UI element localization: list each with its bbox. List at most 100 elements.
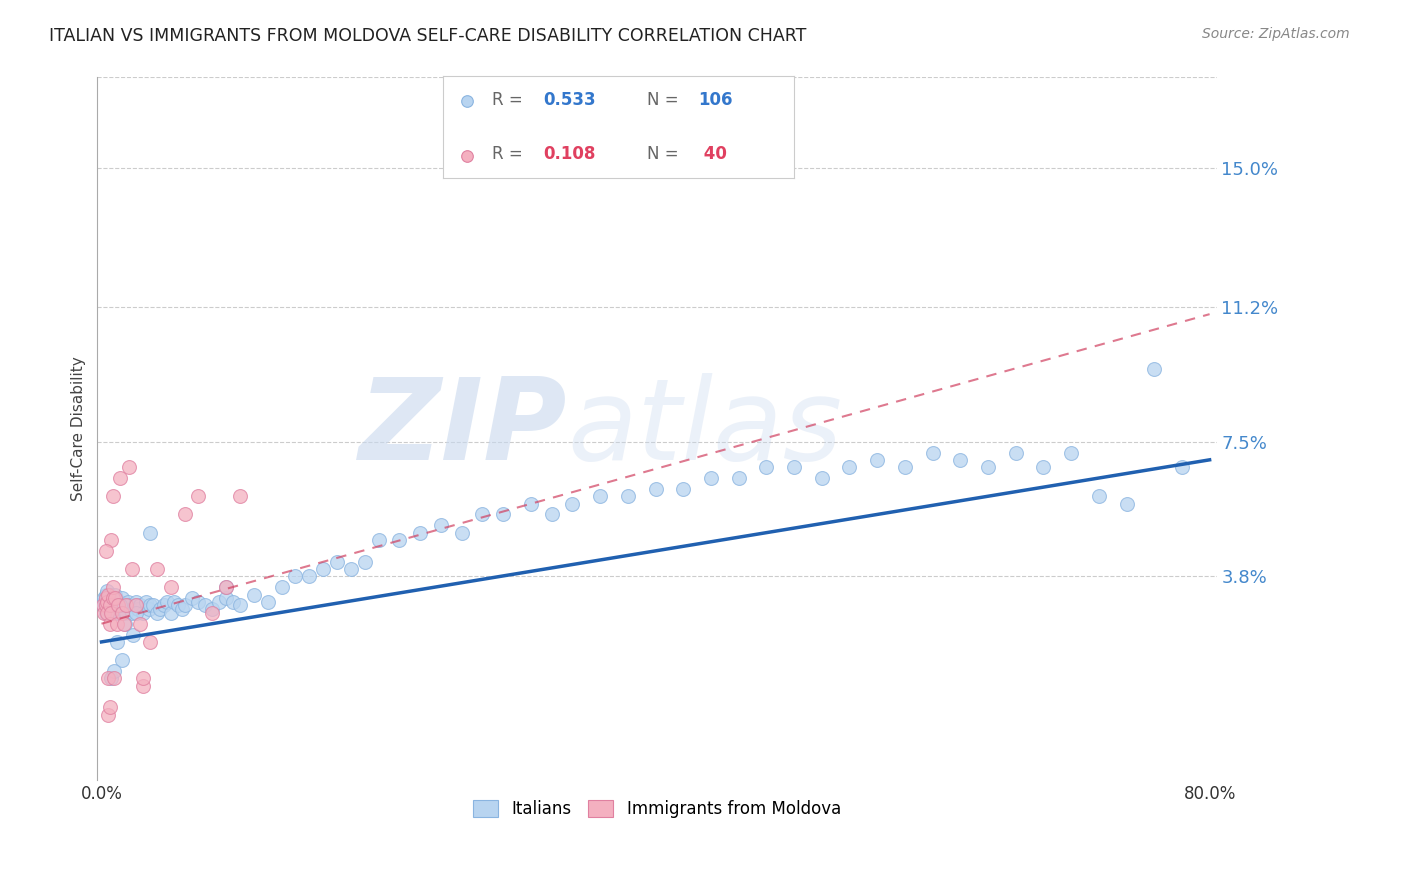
Point: [617, 489, 640, 503]
Point: [561, 496, 583, 510]
Point: [118, 599, 141, 613]
Point: [1088, 489, 1111, 503]
Point: [132, 679, 155, 693]
Point: [173, 599, 195, 613]
Point: [222, 595, 245, 609]
Point: [367, 533, 389, 547]
Point: [838, 460, 860, 475]
Point: [194, 599, 217, 613]
Text: 106: 106: [697, 91, 733, 109]
Point: [456, 95, 478, 109]
Point: [97, 595, 120, 609]
Point: [139, 525, 162, 540]
Point: [101, 580, 124, 594]
Point: [98, 588, 121, 602]
Point: [138, 602, 160, 616]
Text: atlas: atlas: [568, 374, 842, 484]
Point: [94, 588, 117, 602]
Point: [105, 635, 128, 649]
Point: [180, 591, 202, 606]
Point: [270, 580, 292, 594]
Point: [727, 471, 749, 485]
Point: [107, 599, 129, 613]
Point: [229, 489, 252, 503]
Point: [101, 599, 124, 613]
Point: [388, 533, 411, 547]
Text: ITALIAN VS IMMIGRANTS FROM MOLDOVA SELF-CARE DISABILITY CORRELATION CHART: ITALIAN VS IMMIGRANTS FROM MOLDOVA SELF-…: [49, 27, 807, 45]
Point: [409, 525, 432, 540]
Point: [96, 583, 118, 598]
Point: [121, 606, 143, 620]
Point: [127, 602, 149, 616]
Point: [129, 616, 152, 631]
Point: [112, 616, 135, 631]
Point: [135, 595, 157, 609]
Point: [115, 599, 138, 613]
Point: [298, 569, 321, 583]
Point: [105, 606, 128, 620]
Point: [94, 591, 117, 606]
Point: [340, 562, 363, 576]
Point: [103, 664, 125, 678]
Point: [1143, 361, 1166, 376]
Point: [103, 591, 125, 606]
Point: [187, 489, 209, 503]
Y-axis label: Self-Care Disability: Self-Care Disability: [72, 357, 86, 501]
Text: R =: R =: [492, 145, 529, 163]
Point: [146, 606, 169, 620]
Point: [142, 599, 165, 613]
Point: [101, 606, 124, 620]
Point: [132, 606, 155, 620]
Text: R =: R =: [492, 91, 529, 109]
Point: [94, 599, 117, 613]
Point: [125, 599, 148, 613]
Point: [104, 591, 127, 606]
Point: [173, 508, 195, 522]
Text: 0.533: 0.533: [543, 91, 596, 109]
Point: [97, 599, 120, 613]
Point: [471, 508, 494, 522]
Point: [114, 616, 136, 631]
Point: [115, 606, 138, 620]
Point: [100, 591, 122, 606]
Point: [810, 471, 832, 485]
Point: [100, 533, 122, 547]
Point: [215, 591, 238, 606]
Point: [111, 606, 134, 620]
Text: 0.108: 0.108: [543, 145, 596, 163]
Point: [93, 595, 115, 609]
Point: [94, 544, 117, 558]
Point: [101, 591, 124, 606]
Point: [201, 606, 224, 620]
Point: [700, 471, 723, 485]
Point: [153, 599, 176, 613]
Point: [91, 599, 114, 613]
Point: [98, 616, 121, 631]
Point: [104, 599, 127, 613]
Point: [312, 562, 335, 576]
Text: N =: N =: [647, 145, 683, 163]
Point: [1032, 460, 1054, 475]
Point: [1171, 460, 1194, 475]
Point: [97, 671, 120, 685]
Point: [672, 482, 695, 496]
Point: [108, 599, 131, 613]
Point: [159, 606, 181, 620]
Point: [97, 588, 120, 602]
Text: ZIP: ZIP: [359, 374, 568, 484]
Point: [644, 482, 666, 496]
Point: [91, 599, 114, 613]
Point: [110, 602, 132, 616]
Point: [125, 606, 148, 620]
Point: [103, 595, 125, 609]
Point: [104, 588, 127, 602]
Point: [284, 569, 307, 583]
Point: [783, 460, 806, 475]
Point: [111, 653, 134, 667]
Point: [159, 580, 181, 594]
Point: [100, 606, 122, 620]
Point: [124, 599, 146, 613]
Point: [93, 591, 115, 606]
Point: [456, 149, 478, 163]
Point: [121, 562, 143, 576]
